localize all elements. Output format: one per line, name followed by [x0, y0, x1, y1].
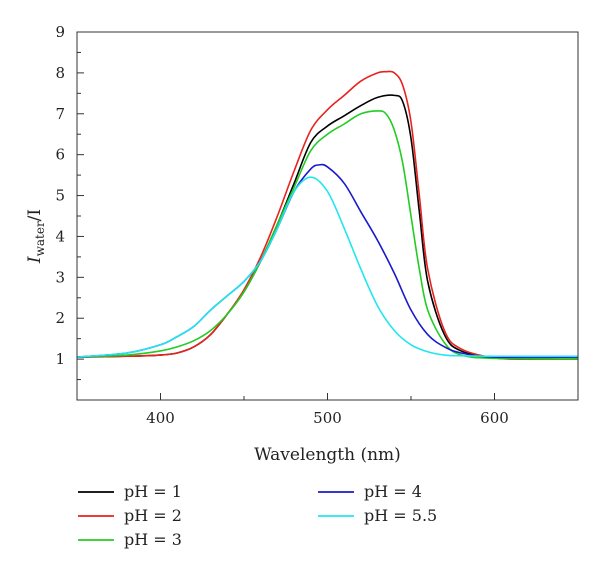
y-axis-ticks: 1 2 3 4 5 6 7 8 9: [55, 23, 84, 401]
y-tick-label: 9: [55, 23, 65, 41]
y-tick-label: 3: [55, 268, 65, 286]
x-tick-label: 400: [146, 409, 175, 427]
y-axis-title-suffix: /I: [25, 209, 45, 221]
y-tick-label: 6: [55, 146, 65, 164]
legend-label: pH = 1: [124, 482, 182, 501]
legend: pH = 1 pH = 2 pH = 3 pH = 4 pH = 5.5: [78, 482, 437, 549]
y-tick-label: 5: [55, 187, 65, 205]
y-axis-title: Iwater/I: [25, 209, 47, 264]
series-lines: [76, 70, 579, 361]
legend-label: pH = 4: [364, 482, 422, 501]
x-axis-ticks: 400 500 600: [76, 393, 579, 427]
legend-label: pH = 3: [124, 530, 182, 549]
y-axis-title-main: I: [25, 256, 45, 264]
y-tick-label: 8: [55, 64, 65, 82]
x-axis-title: Wavelength (nm): [254, 445, 401, 465]
series-line-5: [76, 176, 579, 358]
series-line-2: [76, 70, 579, 361]
legend-label: pH = 2: [124, 506, 182, 525]
series-line-4: [76, 163, 579, 359]
y-axis-title-subscript: water: [33, 221, 47, 256]
legend-label: pH = 5.5: [364, 506, 437, 525]
x-tick-label: 500: [313, 409, 342, 427]
x-tick-label: 600: [480, 409, 509, 427]
y-tick-label: 2: [55, 309, 65, 327]
series-line-3: [76, 110, 579, 360]
y-tick-label: 4: [55, 227, 65, 245]
y-tick-label: 1: [55, 350, 65, 368]
y-tick-label: 7: [55, 105, 65, 123]
plot-frame: [76, 31, 579, 401]
